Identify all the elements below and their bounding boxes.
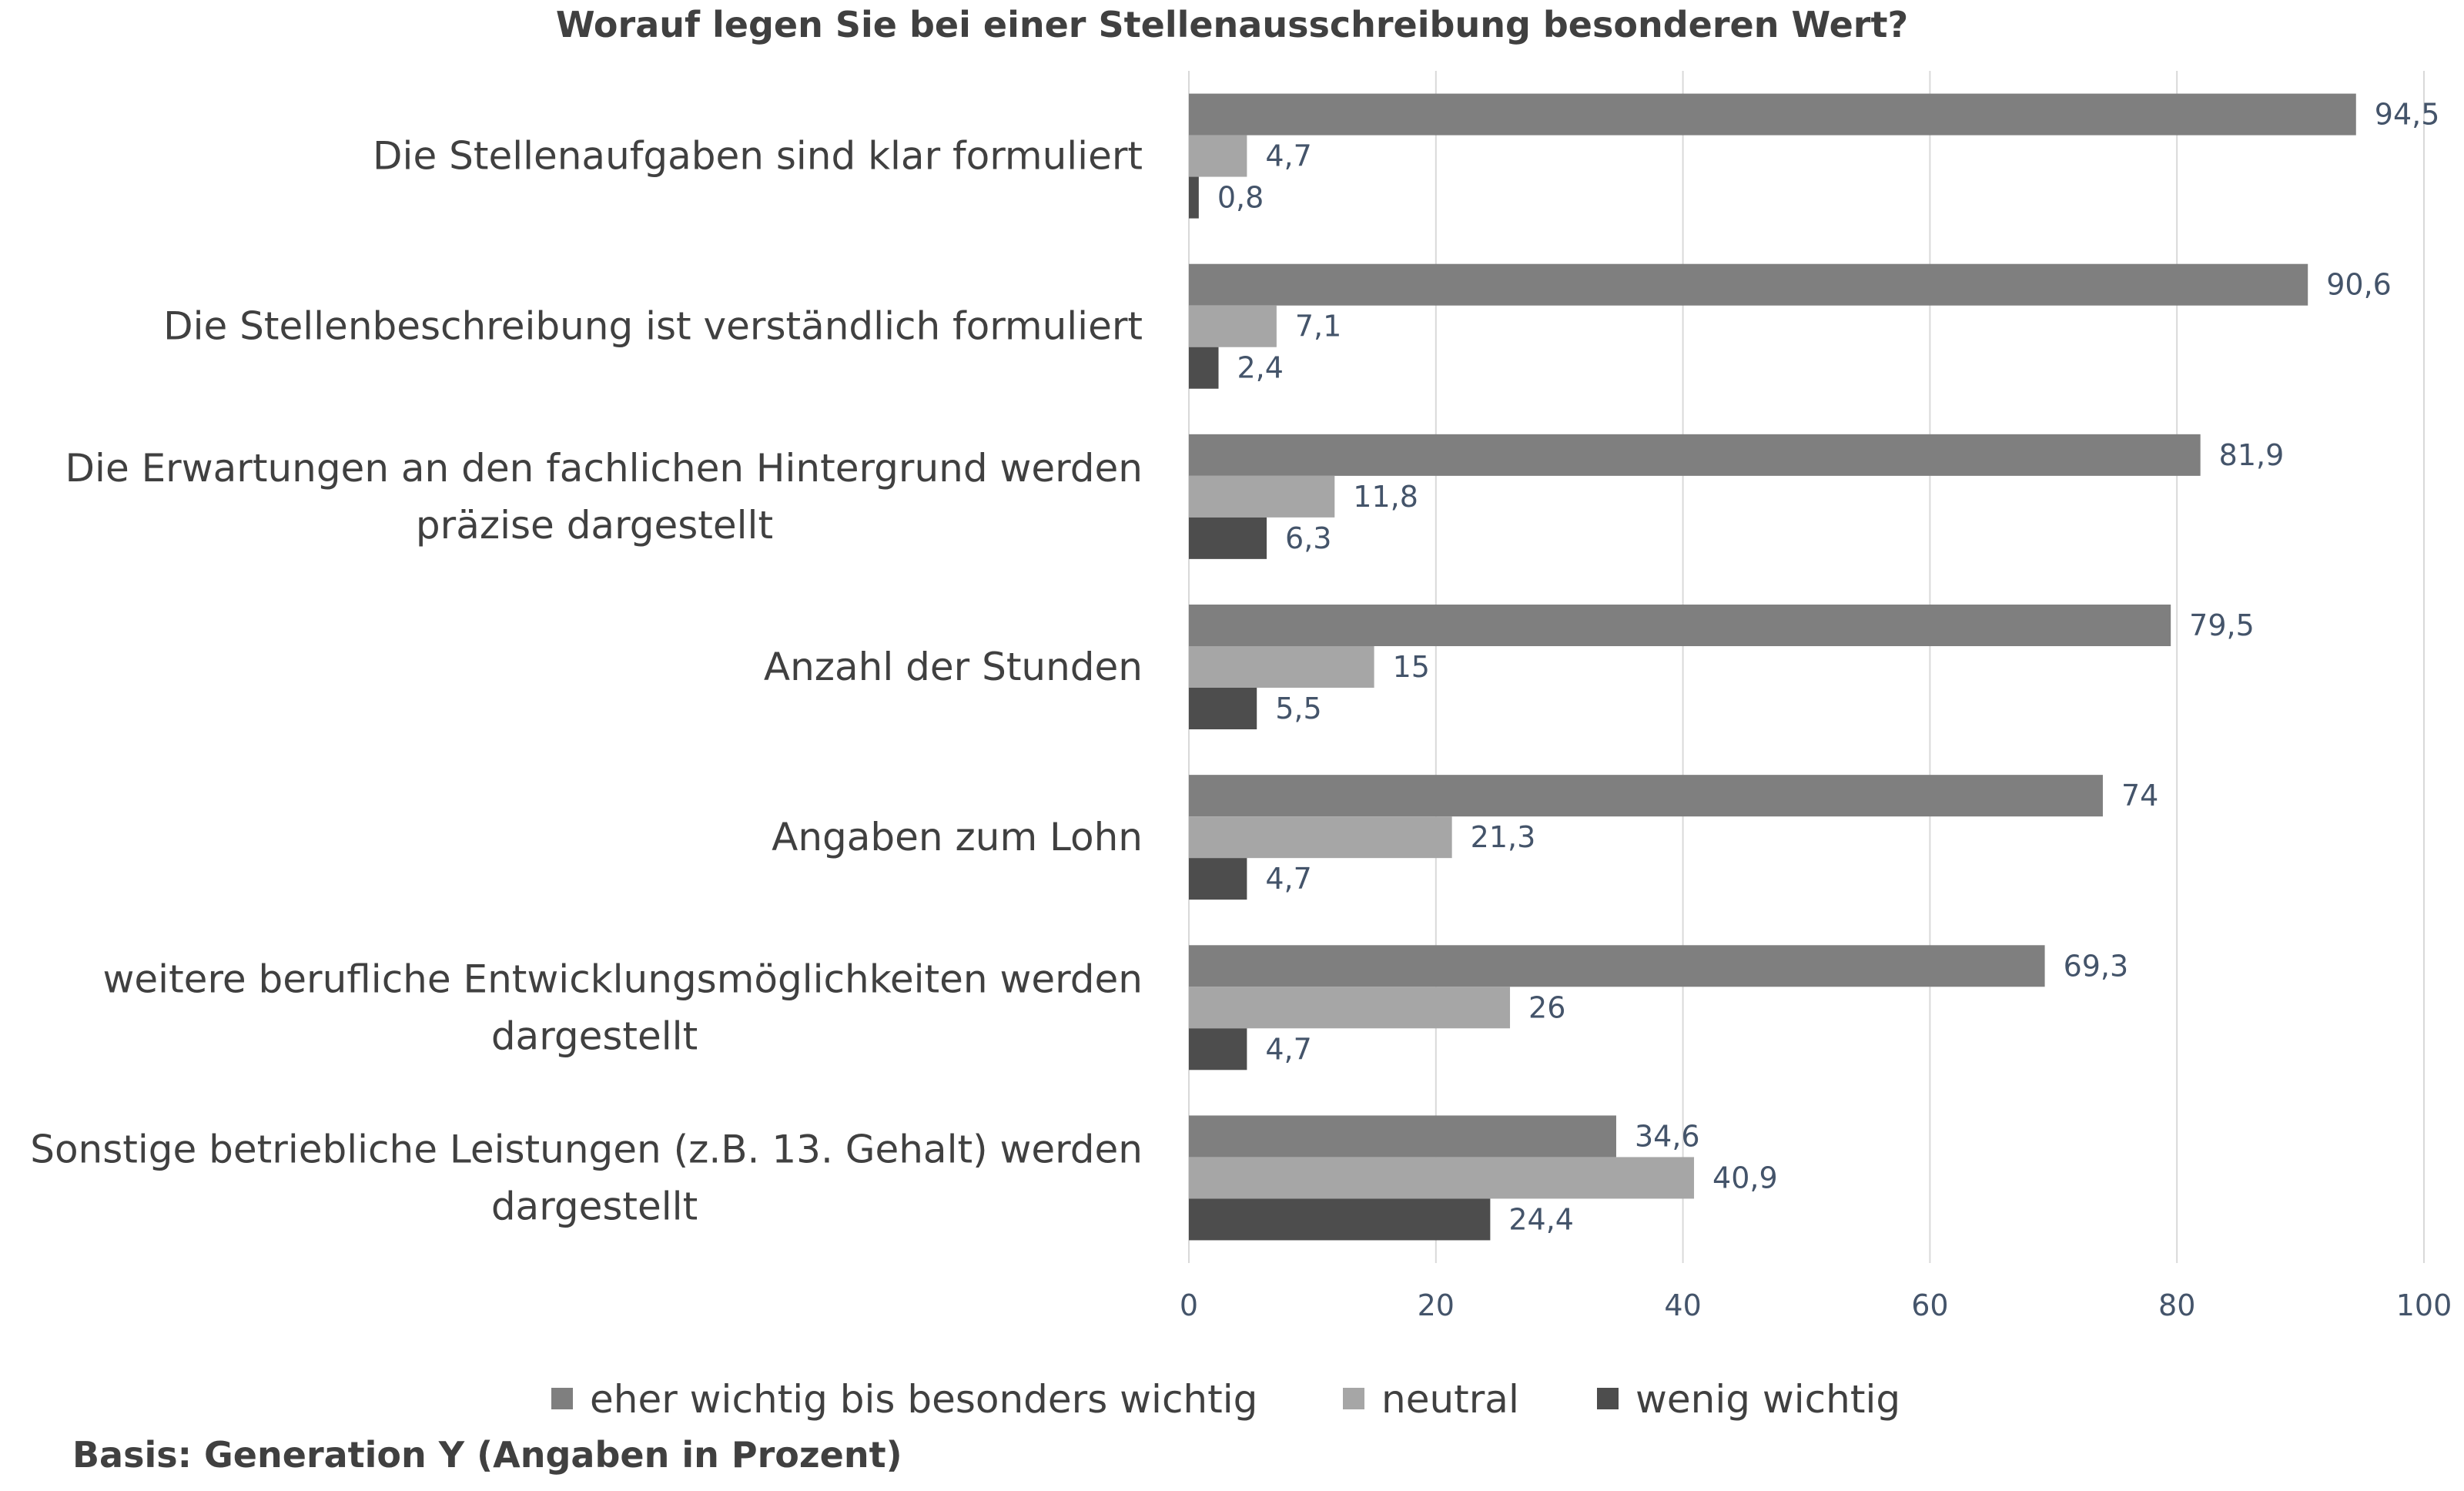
category-labels: Die Stellenaufgaben sind klar formuliert…	[30, 134, 1143, 1229]
x-axis-ticks: 0 20 40 60 80 100	[1180, 1288, 2452, 1322]
bar	[1189, 1115, 1616, 1158]
data-label: 94,5	[2375, 98, 2440, 132]
bar	[1189, 688, 1257, 729]
bar	[1189, 775, 2103, 817]
bar	[1189, 1028, 1247, 1071]
legend-label: neutral	[1381, 1377, 1519, 1422]
x-tick-label: 0	[1180, 1288, 1198, 1322]
data-label: 40,9	[1712, 1161, 1778, 1194]
data-label: 15	[1393, 650, 1430, 684]
legend-label: wenig wichtig	[1635, 1377, 1900, 1422]
x-tick-label: 100	[2396, 1288, 2452, 1322]
category-label: Sonstige betriebliche Leistungen (z.B. 1…	[30, 1127, 1143, 1228]
data-label: 24,4	[1508, 1202, 1574, 1236]
bar	[1189, 176, 1199, 219]
x-tick-label: 40	[1664, 1288, 1701, 1322]
legend-swatch	[1597, 1388, 1619, 1409]
category-label: Die Erwartungen an den fachlichen Hinter…	[65, 446, 1143, 548]
data-label: 0,8	[1217, 181, 1264, 215]
data-label: 4,7	[1265, 862, 1311, 896]
bar	[1189, 263, 2308, 306]
data-label: 2,4	[1237, 351, 1283, 385]
data-label: 21,3	[1471, 820, 1536, 854]
bar	[1189, 646, 1374, 688]
bar	[1189, 858, 1247, 900]
bar	[1189, 347, 1219, 389]
x-tick-label: 20	[1418, 1288, 1455, 1322]
category-label: Angaben zum Lohn	[772, 815, 1143, 859]
data-labels: 94,5 90,6 81,9 79,5 74 69,3 34,6 4,7 7,1 11,8 15 21…	[1217, 98, 2440, 1237]
bar	[1189, 987, 1511, 1029]
legend-swatch	[551, 1388, 573, 1409]
x-tick-label: 80	[2158, 1288, 2195, 1322]
data-label: 74	[2121, 779, 2158, 813]
data-label: 90,6	[2326, 268, 2392, 302]
bar	[1189, 305, 1277, 347]
legend-label: eher wichtig bis besonders wichtig	[590, 1377, 1257, 1422]
legend: eher wichtig bis besonders wichtig neutra…	[551, 1377, 1900, 1422]
data-label: 34,6	[1635, 1119, 1700, 1153]
data-label: 7,1	[1295, 310, 1341, 343]
data-label: 26	[1528, 990, 1565, 1024]
bar	[1189, 434, 2201, 476]
bar	[1189, 93, 2356, 136]
category-label: Anzahl der Stunden	[764, 645, 1143, 689]
category-label: Die Stellenaufgaben sind klar formuliert	[373, 134, 1143, 179]
bar	[1189, 816, 1452, 859]
bar	[1189, 517, 1267, 559]
x-tick-label: 60	[1911, 1288, 1948, 1322]
data-label: 6,3	[1285, 521, 1331, 555]
data-label: 4,7	[1265, 1032, 1311, 1066]
data-label: 11,8	[1353, 480, 1418, 514]
bar	[1189, 135, 1247, 177]
category-label: Die Stellenbeschreibung ist verständlich…	[163, 304, 1143, 349]
bars	[1189, 93, 2356, 1241]
data-label: 4,7	[1265, 139, 1311, 173]
bar	[1189, 1198, 1491, 1241]
legend-swatch	[1343, 1388, 1364, 1409]
chart-title: Worauf legen Sie bei einer Stellenaussch…	[556, 4, 1908, 45]
bar	[1189, 1157, 1695, 1199]
data-label: 5,5	[1275, 692, 1321, 725]
data-label: 81,9	[2219, 438, 2285, 472]
bar	[1189, 475, 1335, 518]
bar	[1189, 605, 2171, 646]
data-label: 79,5	[2189, 608, 2255, 642]
footnote: Basis: Generation Y (Angaben in Prozent)	[72, 1434, 902, 1476]
category-label: weitere berufliche Entwicklungsmöglichke…	[103, 957, 1143, 1058]
data-label: 69,3	[2064, 949, 2129, 983]
bar	[1189, 945, 2045, 987]
